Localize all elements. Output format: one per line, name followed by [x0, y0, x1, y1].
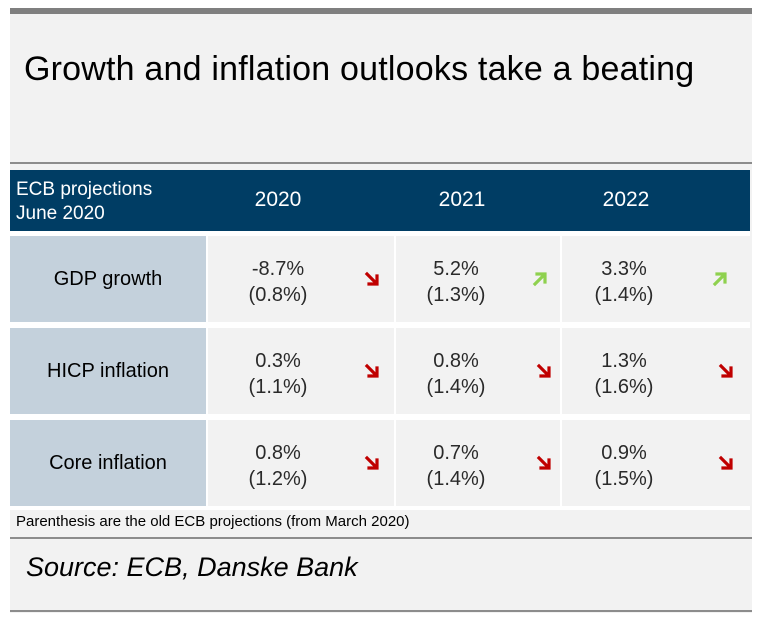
cell-2022: 3.3% (1.4%)	[560, 236, 750, 322]
cell-2021: 5.2% (1.3%)	[394, 236, 562, 322]
row-separator	[10, 231, 750, 237]
old-value: (1.2%)	[248, 468, 308, 490]
row-label: GDP growth	[10, 236, 206, 322]
new-value: 1.3%	[601, 350, 647, 372]
footnote: Parenthesis are the old ECB projections …	[16, 513, 410, 530]
new-value: -8.7%	[251, 258, 305, 280]
title-divider	[10, 162, 752, 164]
old-value: (1.5%)	[594, 468, 654, 490]
new-value: 0.3%	[255, 350, 301, 372]
old-value: (1.1%)	[248, 376, 308, 398]
table-row-gdp-growth: GDP growth -8.7% (0.8%) 5.2% (1.3%) 3.3%…	[10, 236, 750, 322]
table-row-hicp-inflation: HICP inflation 0.3% (1.1%) 0.8% (1.4%) 1…	[10, 328, 750, 414]
new-value: 0.8%	[433, 350, 479, 372]
new-value: 0.8%	[255, 442, 301, 464]
header-label: ECB projections June 2020	[16, 178, 152, 226]
old-value: (1.3%)	[426, 284, 486, 306]
header-label-line2: June 2020	[16, 203, 105, 224]
arrow-up-icon	[532, 272, 547, 287]
arrow-down-icon	[718, 455, 733, 470]
arrow-down-icon	[536, 455, 551, 470]
top-rule	[10, 8, 752, 14]
row-separator	[10, 322, 750, 328]
cell-2020: -8.7% (0.8%)	[206, 236, 396, 322]
cell-2021: 0.8% (1.4%)	[394, 328, 562, 414]
cell-2020: 0.8% (1.2%)	[206, 420, 396, 506]
cell-2022: 1.3% (1.6%)	[560, 328, 750, 414]
old-value: (1.6%)	[594, 376, 654, 398]
old-value: (1.4%)	[426, 468, 486, 490]
new-value: 0.9%	[601, 442, 647, 464]
new-value: 3.3%	[601, 258, 647, 280]
old-value: (1.4%)	[426, 376, 486, 398]
new-value: 5.2%	[433, 258, 479, 280]
table-header: ECB projections June 2020 2020 2021 2022	[10, 170, 750, 231]
old-value: (0.8%)	[248, 284, 308, 306]
page-title: Growth and inflation outlooks take a bea…	[24, 50, 695, 88]
row-separator	[10, 414, 750, 420]
old-value: (1.4%)	[594, 284, 654, 306]
year-2021-header: 2021	[438, 188, 486, 211]
row-label: Core inflation	[10, 420, 206, 506]
source-line: Source: ECB, Danske Bank	[26, 552, 358, 582]
arrow-down-icon	[364, 455, 379, 470]
cell-2022: 0.9% (1.5%)	[560, 420, 750, 506]
arrow-down-icon	[718, 363, 733, 378]
arrow-down-icon	[364, 271, 379, 286]
row-separator	[10, 506, 750, 510]
footnote-divider	[10, 537, 752, 539]
cell-2020: 0.3% (1.1%)	[206, 328, 396, 414]
arrow-down-icon	[536, 363, 551, 378]
year-2022-header: 2022	[602, 188, 650, 211]
row-label: HICP inflation	[10, 328, 206, 414]
table-row-core-inflation: Core inflation 0.8% (1.2%) 0.7% (1.4%) 0…	[10, 420, 750, 506]
year-2020-header: 2020	[254, 188, 302, 211]
arrow-up-icon	[712, 272, 727, 287]
cell-2021: 0.7% (1.4%)	[394, 420, 562, 506]
bottom-rule	[10, 610, 752, 612]
arrow-down-icon	[364, 363, 379, 378]
header-label-line1: ECB projections	[16, 179, 153, 200]
new-value: 0.7%	[433, 442, 479, 464]
